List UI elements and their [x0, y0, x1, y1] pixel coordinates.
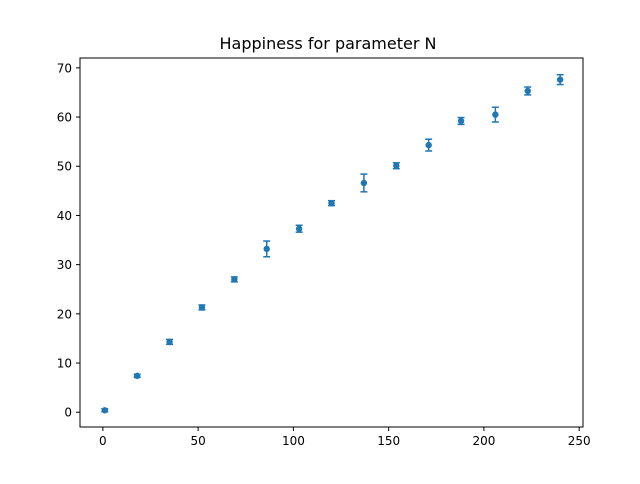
data-point	[295, 225, 303, 232]
x-tick-label: 250	[568, 434, 591, 448]
data-point	[101, 407, 108, 414]
data-point	[133, 372, 141, 380]
data-point	[166, 338, 173, 346]
data-point	[263, 245, 270, 253]
data-point	[556, 76, 564, 83]
y-tick-label: 30	[57, 258, 72, 272]
data-point	[198, 304, 206, 311]
y-tick-label: 70	[57, 61, 72, 75]
marks-layer	[101, 73, 564, 414]
x-tick-label: 0	[99, 434, 107, 448]
x-tick-label: 150	[377, 434, 400, 448]
y-tick-label: 50	[57, 160, 72, 174]
x-tick-label: 50	[190, 434, 205, 448]
chart-title: Happiness for parameter N	[220, 34, 437, 53]
y-tick-label: 10	[57, 357, 72, 371]
x-tick-label: 100	[282, 434, 305, 448]
data-point	[328, 199, 335, 207]
data-point	[524, 87, 531, 95]
y-tick-label: 20	[57, 307, 72, 321]
y-tick-label: 40	[57, 209, 72, 223]
y-tick-label: 60	[57, 111, 72, 125]
y-tick-label: 0	[64, 406, 72, 420]
axes-layer: 0 50 100 150 200 250 0 10 20 30 40 50 60 70	[57, 57, 591, 448]
x-tick-label: 200	[472, 434, 495, 448]
data-point	[360, 179, 368, 187]
data-point	[492, 111, 499, 118]
data-point	[457, 117, 465, 125]
data-point	[425, 141, 432, 149]
data-point	[231, 276, 238, 283]
plot-frame	[79, 57, 584, 428]
data-point	[393, 162, 400, 169]
